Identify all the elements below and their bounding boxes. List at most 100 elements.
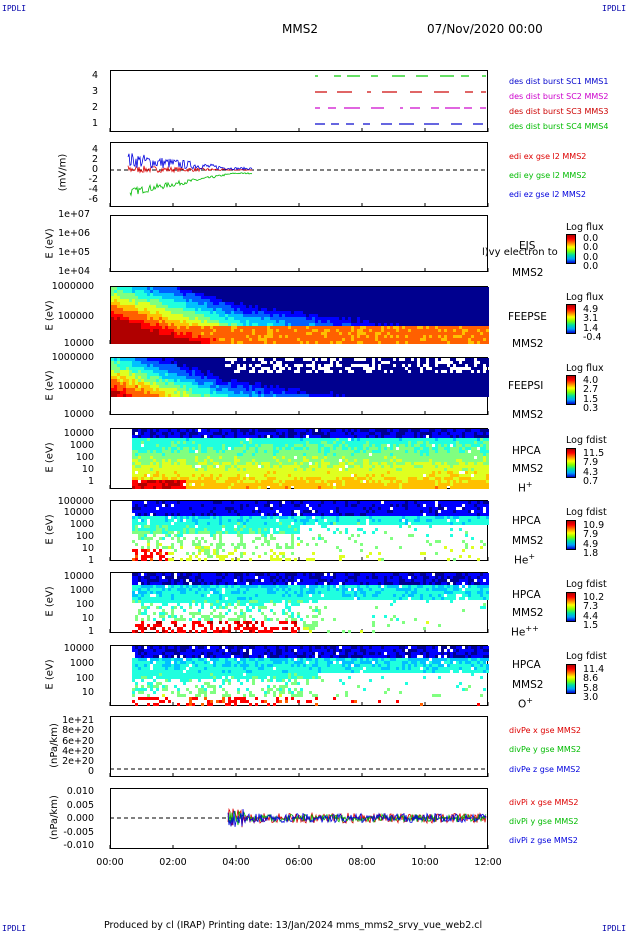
feepsi-pixel bbox=[162, 391, 165, 394]
feepsi-pixel bbox=[345, 364, 348, 367]
feepse-pixel bbox=[210, 299, 213, 302]
feepse-pixel bbox=[174, 320, 177, 323]
feepse-pixel bbox=[159, 311, 162, 314]
feepsi-pixel bbox=[312, 394, 315, 397]
feepse-pixel bbox=[249, 335, 252, 338]
feepsi-pixel bbox=[195, 388, 198, 391]
feepse-pixel bbox=[150, 329, 153, 332]
hpca-h-pixel bbox=[174, 483, 177, 486]
feepse-pixel bbox=[480, 302, 483, 305]
feepse-pixel bbox=[342, 338, 345, 341]
feepsi-pixel bbox=[456, 388, 459, 391]
hpca-h-pixel bbox=[171, 447, 174, 450]
feepse-pixel bbox=[360, 326, 363, 329]
feepse-pixel bbox=[168, 305, 171, 308]
feepsi-pixel bbox=[141, 367, 144, 370]
feepse-pixel bbox=[207, 335, 210, 338]
feepse-pixel bbox=[372, 290, 375, 293]
hpca-h-pixel bbox=[216, 456, 219, 459]
feepse-pixel bbox=[126, 317, 129, 320]
feepse-pixel bbox=[420, 305, 423, 308]
hpca-h-pixel bbox=[246, 486, 249, 489]
feepsi-pixel bbox=[348, 364, 351, 367]
feepse-pixel bbox=[366, 332, 369, 335]
feepsi-pixel bbox=[291, 394, 294, 397]
feepsi-pixel bbox=[204, 373, 207, 376]
feepse-pixel bbox=[405, 287, 408, 290]
feepse-pixel bbox=[237, 305, 240, 308]
feepse-pixel bbox=[144, 296, 147, 299]
feepse-pixel bbox=[240, 308, 243, 311]
feepsi-pixel bbox=[390, 361, 393, 364]
feepsi-pixel bbox=[459, 379, 462, 382]
hpca-h-pixel bbox=[183, 429, 186, 432]
feepse-pixel bbox=[213, 296, 216, 299]
feepse-pixel bbox=[165, 320, 168, 323]
feepsi-pixel bbox=[171, 394, 174, 397]
feepse-pixel bbox=[288, 323, 291, 326]
feepse-pixel bbox=[264, 335, 267, 338]
p6-cbval: 4.3 bbox=[583, 467, 599, 478]
feepse-pixel bbox=[462, 290, 465, 293]
feepse-pixel bbox=[219, 332, 222, 335]
feepsi-pixel bbox=[324, 382, 327, 385]
hpca-h-pixel bbox=[171, 462, 174, 465]
hpca-h-pixel bbox=[177, 477, 180, 480]
hpca-h-pixel bbox=[207, 453, 210, 456]
feepse-pixel bbox=[465, 338, 468, 341]
feepse-pixel bbox=[378, 311, 381, 314]
feepse-pixel bbox=[381, 296, 384, 299]
hpca-h-pixel bbox=[192, 477, 195, 480]
hpca-h-pixel bbox=[222, 471, 225, 474]
feepsi-pixel bbox=[117, 391, 120, 394]
feepse-pixel bbox=[435, 302, 438, 305]
feepse-pixel bbox=[285, 335, 288, 338]
feepse-pixel bbox=[396, 332, 399, 335]
feepsi-pixel bbox=[375, 394, 378, 397]
feepse-pixel bbox=[336, 299, 339, 302]
feepsi-pixel bbox=[240, 391, 243, 394]
feepsi-pixel bbox=[129, 370, 132, 373]
feepse-pixel bbox=[354, 323, 357, 326]
hpca-h-pixel bbox=[186, 480, 189, 483]
feepse-pixel bbox=[417, 329, 420, 332]
panel-divpe bbox=[110, 716, 488, 777]
feepse-pixel bbox=[477, 332, 480, 335]
feepsi-pixel bbox=[198, 388, 201, 391]
hpca-h-pixel bbox=[207, 456, 210, 459]
feepse-pixel bbox=[180, 335, 183, 338]
feepse-pixel bbox=[153, 314, 156, 317]
feepse-pixel bbox=[228, 323, 231, 326]
feepse-pixel bbox=[393, 341, 396, 344]
feepse-pixel bbox=[450, 308, 453, 311]
feepsi-pixel bbox=[288, 391, 291, 394]
feepse-pixel bbox=[378, 305, 381, 308]
feepse-pixel bbox=[222, 296, 225, 299]
hpca-h-pixel bbox=[249, 468, 252, 471]
feepsi-pixel bbox=[183, 379, 186, 382]
feepsi-pixel bbox=[186, 391, 189, 394]
feepsi-pixel bbox=[135, 361, 138, 364]
hpca-h-pixel bbox=[150, 453, 153, 456]
feepsi-pixel bbox=[243, 361, 246, 364]
feepsi-pixel bbox=[402, 379, 405, 382]
feepse-pixel bbox=[123, 287, 126, 290]
feepse-pixel bbox=[258, 320, 261, 323]
feepsi-pixel bbox=[315, 364, 318, 367]
feepsi-pixel bbox=[153, 391, 156, 394]
feepsi-pixel bbox=[351, 379, 354, 382]
feepse-pixel bbox=[387, 323, 390, 326]
feepsi-pixel bbox=[183, 382, 186, 385]
feepse-pixel bbox=[147, 299, 150, 302]
feepse-pixel bbox=[486, 326, 489, 329]
hpca-h-pixel bbox=[168, 453, 171, 456]
feepsi-pixel bbox=[210, 358, 213, 361]
feepsi-pixel bbox=[336, 367, 339, 370]
feepse-pixel bbox=[429, 335, 432, 338]
hpca-h-pixel bbox=[141, 456, 144, 459]
feepsi-pixel bbox=[321, 376, 324, 379]
hpca-h-pixel bbox=[234, 456, 237, 459]
feepsi-pixel bbox=[453, 373, 456, 376]
feepse-pixel bbox=[300, 296, 303, 299]
